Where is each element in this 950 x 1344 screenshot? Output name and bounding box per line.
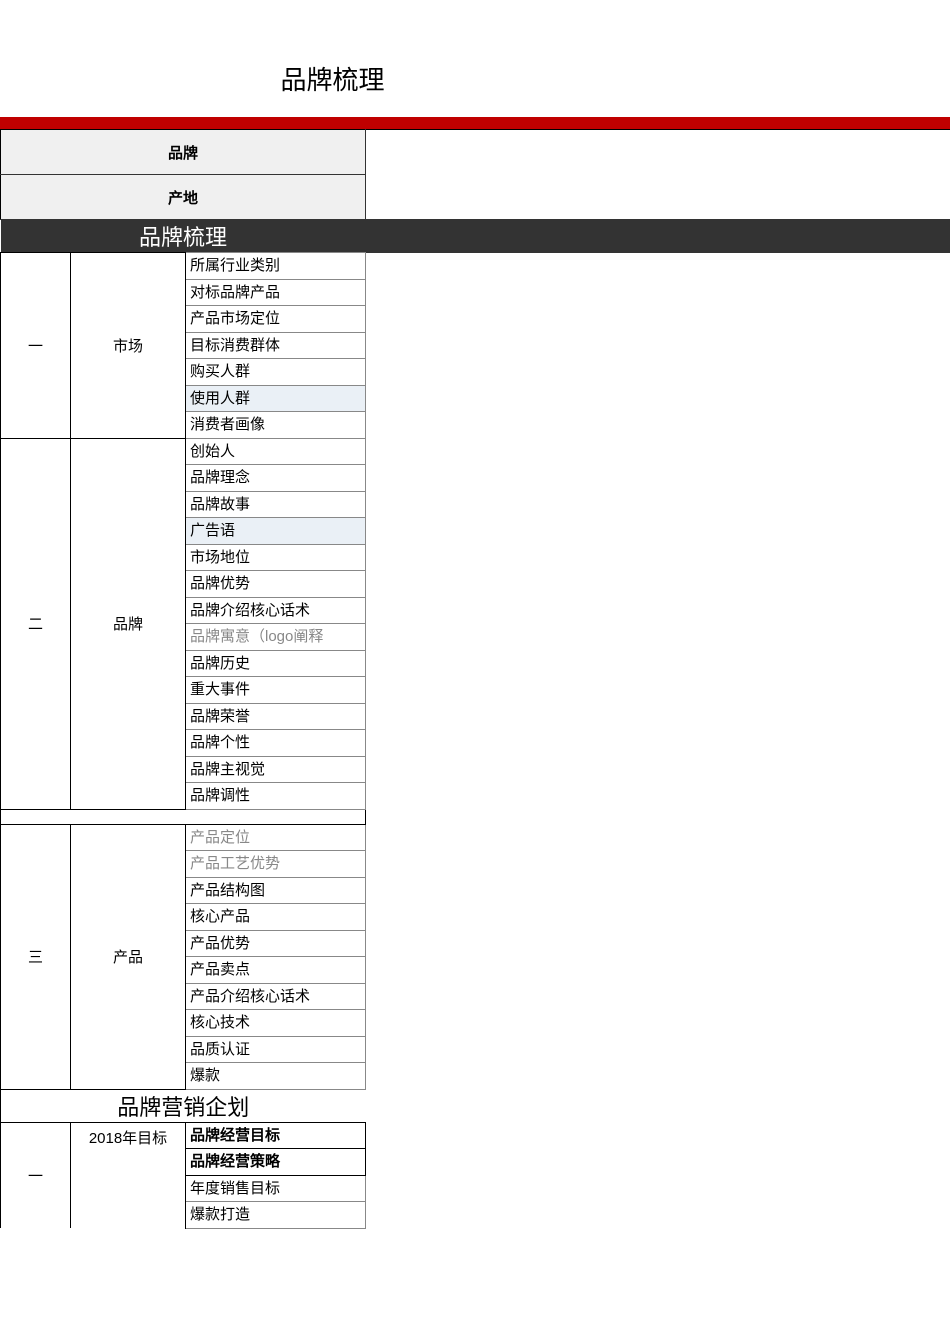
marketing-item-empty bbox=[366, 1149, 950, 1176]
item-cell: 产品介绍核心话术 bbox=[186, 983, 366, 1010]
marketing-section-header: 品牌营销企划 bbox=[1, 1089, 366, 1122]
marketing-item-cell: 年度销售目标 bbox=[186, 1175, 366, 1202]
page: 品牌梳理 品牌产地品牌梳理一市场所属行业类别对标品牌产品产品市场定位目标消费群体… bbox=[0, 0, 950, 1229]
item-empty bbox=[366, 930, 950, 957]
item-empty bbox=[366, 730, 950, 757]
section-header-dark: 品牌梳理 bbox=[1, 220, 366, 253]
item-cell: 消费者画像 bbox=[186, 412, 366, 439]
item-empty bbox=[366, 851, 950, 878]
item-empty bbox=[366, 571, 950, 598]
item-cell: 品牌寓意（logo阐释 bbox=[186, 624, 366, 651]
top-header-cell: 产地 bbox=[1, 175, 366, 220]
item-empty bbox=[366, 332, 950, 359]
marketing-item-empty bbox=[366, 1202, 950, 1229]
item-cell: 产品卖点 bbox=[186, 957, 366, 984]
item-cell: 品牌优势 bbox=[186, 571, 366, 598]
item-cell: 产品优势 bbox=[186, 930, 366, 957]
item-empty bbox=[366, 877, 950, 904]
item-cell: 品牌理念 bbox=[186, 465, 366, 492]
marketing-item-empty bbox=[366, 1122, 950, 1149]
item-empty bbox=[366, 385, 950, 412]
item-empty bbox=[366, 904, 950, 931]
item-empty bbox=[366, 1010, 950, 1037]
item-empty bbox=[366, 279, 950, 306]
item-empty bbox=[366, 491, 950, 518]
item-cell: 产品市场定位 bbox=[186, 306, 366, 333]
item-cell: 品牌主视觉 bbox=[186, 756, 366, 783]
item-cell: 使用人群 bbox=[186, 385, 366, 412]
section-category: 市场 bbox=[71, 253, 186, 439]
item-cell: 核心技术 bbox=[186, 1010, 366, 1037]
section-index: 二 bbox=[1, 438, 71, 809]
item-cell: 所属行业类别 bbox=[186, 253, 366, 280]
item-cell: 目标消费群体 bbox=[186, 332, 366, 359]
item-empty bbox=[366, 783, 950, 810]
item-cell: 品牌历史 bbox=[186, 650, 366, 677]
item-empty bbox=[366, 359, 950, 386]
item-cell: 品牌故事 bbox=[186, 491, 366, 518]
item-cell: 对标品牌产品 bbox=[186, 279, 366, 306]
marketing-item-cell: 品牌经营策略 bbox=[186, 1149, 366, 1176]
marketing-category: 2018年目标 bbox=[71, 1122, 186, 1228]
spacer-cell bbox=[1, 809, 366, 824]
marketing-index: 一 bbox=[1, 1122, 71, 1228]
section-header-dark-right bbox=[366, 220, 950, 253]
item-empty bbox=[366, 756, 950, 783]
marketing-item-empty bbox=[366, 1175, 950, 1202]
item-empty bbox=[366, 703, 950, 730]
item-cell: 产品结构图 bbox=[186, 877, 366, 904]
item-empty bbox=[366, 824, 950, 851]
spacer-empty bbox=[366, 809, 950, 824]
marketing-item-cell: 品牌经营目标 bbox=[186, 1122, 366, 1149]
marketing-section-header-right bbox=[366, 1089, 950, 1122]
item-cell: 品质认证 bbox=[186, 1036, 366, 1063]
section-index: 三 bbox=[1, 824, 71, 1089]
page-title: 品牌梳理 bbox=[0, 0, 665, 117]
item-cell: 市场地位 bbox=[186, 544, 366, 571]
item-cell: 品牌调性 bbox=[186, 783, 366, 810]
item-cell: 品牌个性 bbox=[186, 730, 366, 757]
item-empty bbox=[366, 983, 950, 1010]
top-header-empty bbox=[366, 175, 950, 220]
top-header-cell: 品牌 bbox=[1, 130, 366, 175]
item-cell: 产品定位 bbox=[186, 824, 366, 851]
item-cell: 产品工艺优势 bbox=[186, 851, 366, 878]
item-empty bbox=[366, 957, 950, 984]
item-empty bbox=[366, 597, 950, 624]
item-cell: 品牌介绍核心话术 bbox=[186, 597, 366, 624]
item-empty bbox=[366, 677, 950, 704]
item-cell: 爆款 bbox=[186, 1063, 366, 1090]
top-header-empty bbox=[366, 130, 950, 175]
item-cell: 创始人 bbox=[186, 438, 366, 465]
section-category: 产品 bbox=[71, 824, 186, 1089]
item-empty bbox=[366, 518, 950, 545]
item-empty bbox=[366, 412, 950, 439]
item-empty bbox=[366, 438, 950, 465]
item-empty bbox=[366, 306, 950, 333]
item-empty bbox=[366, 624, 950, 651]
item-empty bbox=[366, 253, 950, 280]
item-empty bbox=[366, 1036, 950, 1063]
item-empty bbox=[366, 544, 950, 571]
item-cell: 品牌荣誉 bbox=[186, 703, 366, 730]
item-empty bbox=[366, 465, 950, 492]
item-cell: 核心产品 bbox=[186, 904, 366, 931]
item-cell: 购买人群 bbox=[186, 359, 366, 386]
item-empty bbox=[366, 1063, 950, 1090]
item-cell: 重大事件 bbox=[186, 677, 366, 704]
section-category: 品牌 bbox=[71, 438, 186, 809]
red-divider-bar bbox=[0, 117, 950, 129]
main-table: 品牌产地品牌梳理一市场所属行业类别对标品牌产品产品市场定位目标消费群体购买人群使… bbox=[0, 129, 950, 1229]
section-index: 一 bbox=[1, 253, 71, 439]
item-cell: 广告语 bbox=[186, 518, 366, 545]
item-empty bbox=[366, 650, 950, 677]
marketing-item-cell: 爆款打造 bbox=[186, 1202, 366, 1229]
